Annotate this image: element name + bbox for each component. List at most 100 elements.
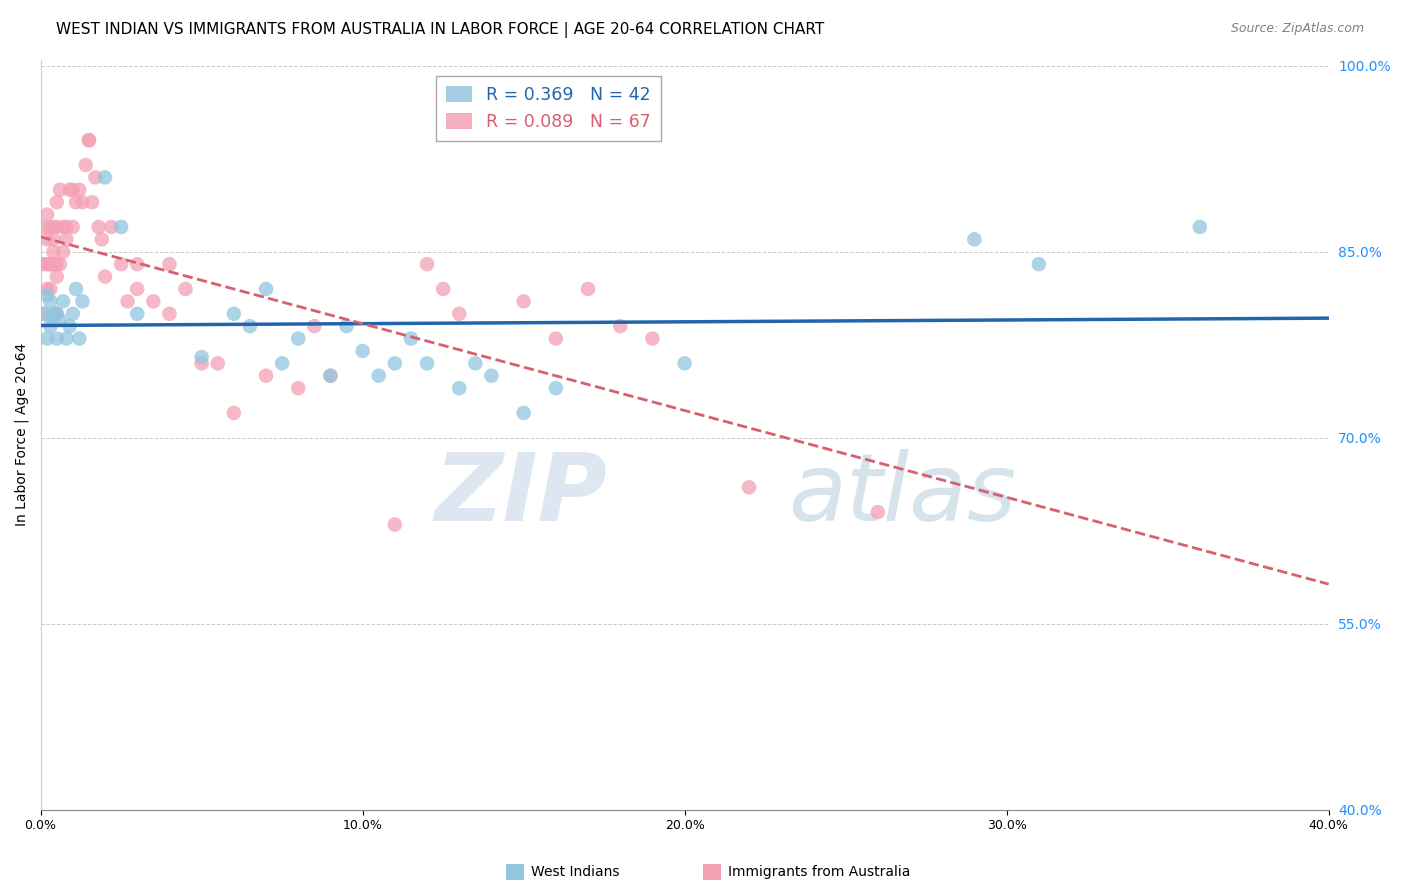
Point [367,368,389,383]
Point [142,294,165,309]
Point [481,368,503,383]
Point [190,350,212,364]
Point [42,257,65,271]
Point [352,343,374,358]
Point [62,183,84,197]
Text: Source: ZipAtlas.com: Source: ZipAtlas.com [1230,22,1364,36]
Point [641,332,664,346]
Point [82,195,104,210]
Point [416,257,439,271]
Point [287,381,309,395]
Text: ZIP: ZIP [434,449,607,541]
Point [271,356,294,370]
Point [62,219,84,234]
Text: Immigrants from Australia: Immigrants from Australia [728,865,911,880]
Point [100,219,122,234]
Point [512,406,534,420]
Point [42,232,65,246]
Point [32,219,55,234]
Point [1028,257,1050,271]
Point [84,170,107,185]
Point [544,381,567,395]
Point [67,183,90,197]
Point [304,319,326,334]
Point [42,313,65,327]
Point [609,319,631,334]
Point [42,219,65,234]
Point [45,257,67,271]
Point [45,307,67,321]
Point [544,332,567,346]
Point [39,257,62,271]
Point [449,381,471,395]
Point [576,282,599,296]
Point [39,294,62,309]
Point [254,282,277,296]
Point [65,282,87,296]
Point [45,195,67,210]
Point [673,356,696,370]
Point [963,232,986,246]
Point [55,332,77,346]
Point [449,307,471,321]
Point [52,219,75,234]
Point [35,332,58,346]
Point [384,356,406,370]
Point [72,294,94,309]
Point [287,332,309,346]
Point [239,319,262,334]
Point [222,406,245,420]
Point [117,294,139,309]
Point [39,319,62,334]
Text: West Indians: West Indians [531,865,620,880]
Point [77,133,100,147]
Point [464,356,486,370]
Point [75,158,97,172]
Point [77,133,100,147]
Point [190,356,212,370]
Point [94,269,117,284]
Point [94,170,117,185]
Point [335,319,357,334]
Point [62,307,84,321]
Point [39,282,62,296]
Point [45,307,67,321]
Point [49,257,72,271]
Point [39,219,62,234]
Point [35,208,58,222]
Point [45,332,67,346]
Point [67,332,90,346]
Point [90,232,112,246]
Point [416,356,439,370]
Point [207,356,229,370]
Point [157,257,180,271]
Point [866,505,889,519]
Point [35,257,58,271]
Point [49,313,72,327]
Point [32,307,55,321]
Point [157,307,180,321]
Point [87,219,110,234]
Point [65,195,87,210]
Point [432,282,454,296]
Point [127,282,149,296]
Point [738,480,761,494]
Point [512,294,534,309]
Legend: R = 0.369   N = 42, R = 0.089   N = 67: R = 0.369 N = 42, R = 0.089 N = 67 [436,76,661,141]
Point [35,232,58,246]
Point [174,282,197,296]
Point [58,319,80,334]
Point [42,244,65,259]
Point [45,219,67,234]
Point [319,368,342,383]
Point [1188,219,1211,234]
Point [45,269,67,284]
Point [35,288,58,302]
Point [110,257,132,271]
Point [222,307,245,321]
Point [42,307,65,321]
Text: WEST INDIAN VS IMMIGRANTS FROM AUSTRALIA IN LABOR FORCE | AGE 20-64 CORRELATION : WEST INDIAN VS IMMIGRANTS FROM AUSTRALIA… [56,22,824,38]
Point [39,257,62,271]
Point [55,232,77,246]
Point [384,517,406,532]
